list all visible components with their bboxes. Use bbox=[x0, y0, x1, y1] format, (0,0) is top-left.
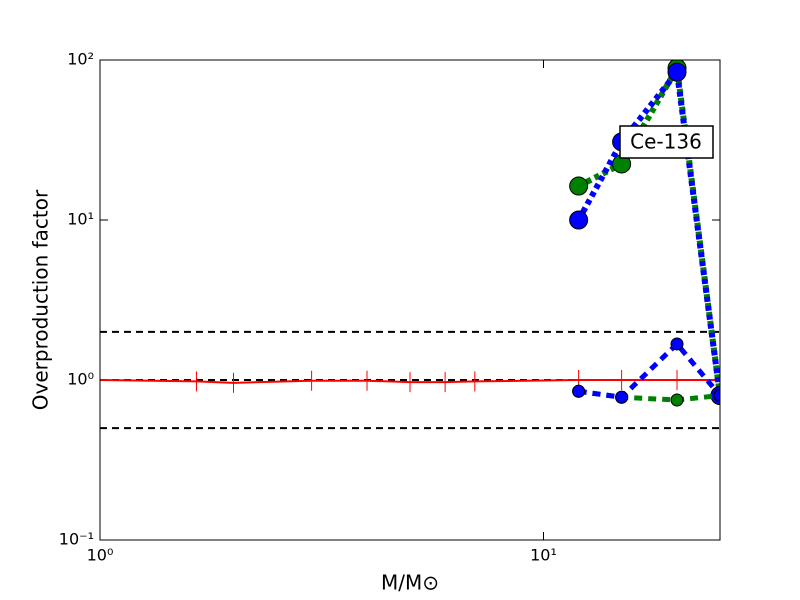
series-line bbox=[578, 340, 720, 400]
marker bbox=[670, 337, 684, 351]
marker bbox=[615, 390, 629, 404]
series-line bbox=[100, 379, 720, 384]
y-tick-label: 10² bbox=[67, 50, 94, 69]
x-axis-label: M/M⊙ bbox=[381, 571, 439, 595]
marker bbox=[670, 393, 684, 407]
marker bbox=[572, 384, 586, 398]
annotation: Ce-136 bbox=[630, 130, 702, 154]
marker bbox=[569, 210, 589, 230]
y-tick-label: 10⁻¹ bbox=[59, 530, 94, 549]
x-tick-label: 10¹ bbox=[530, 546, 557, 565]
marker bbox=[569, 176, 589, 196]
series-line bbox=[577, 60, 720, 396]
annotation-box bbox=[619, 125, 714, 159]
y-tick-label: 10¹ bbox=[67, 210, 94, 229]
marker bbox=[667, 62, 687, 82]
y-tick-label: 10⁰ bbox=[67, 370, 94, 389]
marker bbox=[713, 389, 720, 403]
x-tick-label: 10⁰ bbox=[87, 546, 114, 565]
y-axis-label: Overproduction factor bbox=[29, 189, 53, 410]
axes-frame bbox=[99, 59, 721, 541]
plot-area bbox=[100, 60, 720, 430]
